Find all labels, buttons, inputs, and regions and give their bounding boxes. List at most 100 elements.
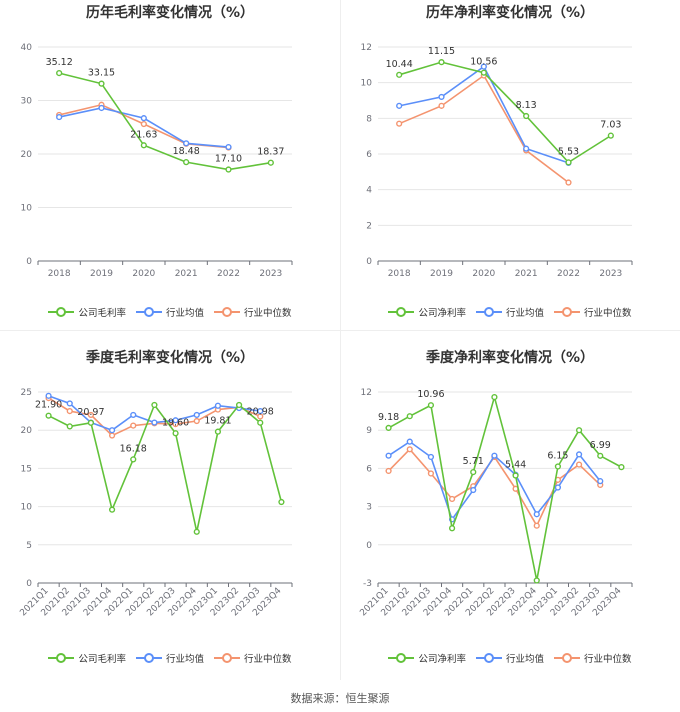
chart-legend: 公司毛利率 行业均值 行业中位数: [0, 651, 340, 666]
data-label: 5.44: [505, 460, 526, 471]
legend-item-company[interactable]: 公司毛利率: [48, 651, 126, 665]
legend-label: 行业均值: [505, 654, 544, 665]
y-tick-label: 12: [361, 43, 372, 53]
legend-label: 行业均值: [165, 654, 204, 665]
legend-item-median[interactable]: 行业中位数: [554, 305, 632, 319]
data-label: 11.15: [428, 46, 455, 57]
series-line-median: [398, 74, 569, 184]
data-point-company: [193, 528, 200, 535]
legend-label: 公司毛利率: [78, 654, 126, 665]
chart-title: 季度净利率变化情况（%）: [425, 350, 595, 366]
y-tick-label: 10: [21, 503, 33, 513]
data-point-company: [438, 59, 445, 66]
chart-legend: 公司毛利率 行业均值 行业中位数: [0, 305, 340, 320]
series-line-median: [388, 448, 601, 528]
legend-item-company[interactable]: 公司毛利率: [48, 305, 126, 319]
annual-gross-margin-chart: 历年毛利率变化情况（%） 0 10 20 30 40 2018 2019 2020 2021 20…: [0, 0, 340, 330]
y-tick-label: 9: [366, 426, 372, 436]
data-point-company: [491, 393, 498, 401]
y-tick-label: 3: [366, 503, 372, 513]
data-label: 10.96: [417, 389, 444, 400]
data-source: 数据来源：恒生聚源: [290, 692, 390, 705]
data-point-company: [108, 506, 116, 513]
legend-label: 行业中位数: [244, 654, 292, 665]
legend-item-avg[interactable]: 行业均值: [135, 305, 204, 319]
legend-label: 公司净利率: [418, 654, 466, 665]
data-point-company: [575, 427, 583, 434]
data-label: 35.12: [46, 57, 73, 68]
legend-marker-icon: [48, 653, 75, 663]
x-tick-label: 2018: [48, 269, 71, 279]
data-point-company: [172, 430, 179, 437]
x-tick-label: 2021: [515, 269, 538, 279]
legend-item-avg[interactable]: 行业均值: [475, 305, 544, 319]
x-tick-label: 2022: [557, 269, 580, 279]
data-point-avg: [491, 452, 498, 459]
data-point-avg: [140, 115, 147, 122]
data-point-company: [130, 456, 137, 463]
legend-item-median[interactable]: 行业中位数: [214, 651, 292, 665]
x-tick-label: 2019: [430, 269, 453, 279]
data-point-company: [267, 159, 274, 166]
data-point-avg: [438, 93, 445, 101]
data-point-company: [597, 452, 604, 459]
legend-item-company[interactable]: 公司净利率: [388, 305, 466, 319]
data-point-median: [565, 179, 572, 186]
data-point-company: [565, 159, 572, 166]
legend-label: 行业均值: [165, 308, 204, 319]
data-point-median: [385, 467, 392, 475]
data-point-avg: [427, 453, 435, 461]
series-line-avg: [399, 65, 569, 164]
chart-plot: 0 10 20 30 40 2018 2019 2020 2021 2022 2023 35.12 33…: [21, 43, 293, 279]
quarterly-net-margin-chart: 季度净利率变化情况（%） -3 0 3 6 9 12 2021Q1 2021Q2 2021Q3 2…: [340, 345, 680, 675]
data-point-median: [533, 522, 540, 529]
legend-marker-icon: [48, 307, 75, 317]
data-point-avg: [108, 427, 116, 434]
data-label: 9.18: [378, 412, 399, 423]
data-point-avg: [130, 411, 137, 419]
legend-item-median[interactable]: 行业中位数: [214, 305, 292, 319]
quarterly-gross-margin-chart: 季度毛利率变化情况（%） 0 5 10 15 20 25 2021Q1 2021Q2 2021Q…: [0, 345, 340, 675]
annual-net-margin-chart: 历年净利率变化情况（%） 0 2 4 6 8 10 12 2018 2019 2020 2021 20…: [340, 0, 680, 330]
data-point-avg: [597, 478, 604, 485]
legend-label: 行业中位数: [584, 308, 632, 319]
y-tick-label: 15: [21, 464, 32, 474]
data-point-avg: [193, 411, 200, 419]
data-label: 6.15: [547, 450, 568, 461]
data-label: 21.90: [35, 400, 62, 411]
data-label: 6.99: [590, 440, 611, 451]
data-point-median: [575, 461, 583, 468]
legend-label: 行业中位数: [584, 654, 632, 665]
data-point-company: [87, 419, 95, 426]
data-point-avg: [406, 438, 413, 445]
data-point-avg: [554, 484, 562, 491]
legend-item-avg[interactable]: 行业均值: [475, 651, 544, 665]
data-point-avg: [257, 407, 264, 415]
y-tick-label: 10: [361, 79, 373, 89]
data-point-company: [554, 463, 562, 470]
y-tick-label: 20: [21, 150, 33, 160]
data-point-median: [66, 407, 73, 415]
x-tick-label: 2020: [132, 269, 155, 279]
legend-item-company[interactable]: 公司净利率: [388, 651, 466, 665]
data-point-company: [140, 142, 147, 149]
chart-legend: 公司净利率 行业均值 行业中位数: [340, 305, 680, 320]
data-point-median: [438, 102, 445, 109]
series-line-company: [48, 403, 283, 532]
legend-marker-icon: [214, 653, 240, 663]
data-point-avg: [225, 143, 232, 151]
vertical-divider: [340, 0, 341, 680]
data-point-avg: [385, 452, 392, 459]
data-label: 19.81: [204, 416, 231, 427]
data-point-company: [480, 69, 487, 76]
legend-item-median[interactable]: 行业中位数: [554, 651, 632, 665]
data-label: 7.03: [600, 120, 621, 131]
y-tick-label: 0: [26, 257, 32, 267]
data-point-company: [45, 412, 52, 419]
legend-item-avg[interactable]: 行业均值: [135, 651, 204, 665]
data-point-company: [385, 424, 392, 432]
data-point-company: [618, 464, 625, 471]
data-point-avg: [575, 451, 583, 458]
data-point-company: [257, 419, 264, 426]
data-point-company: [607, 132, 614, 139]
